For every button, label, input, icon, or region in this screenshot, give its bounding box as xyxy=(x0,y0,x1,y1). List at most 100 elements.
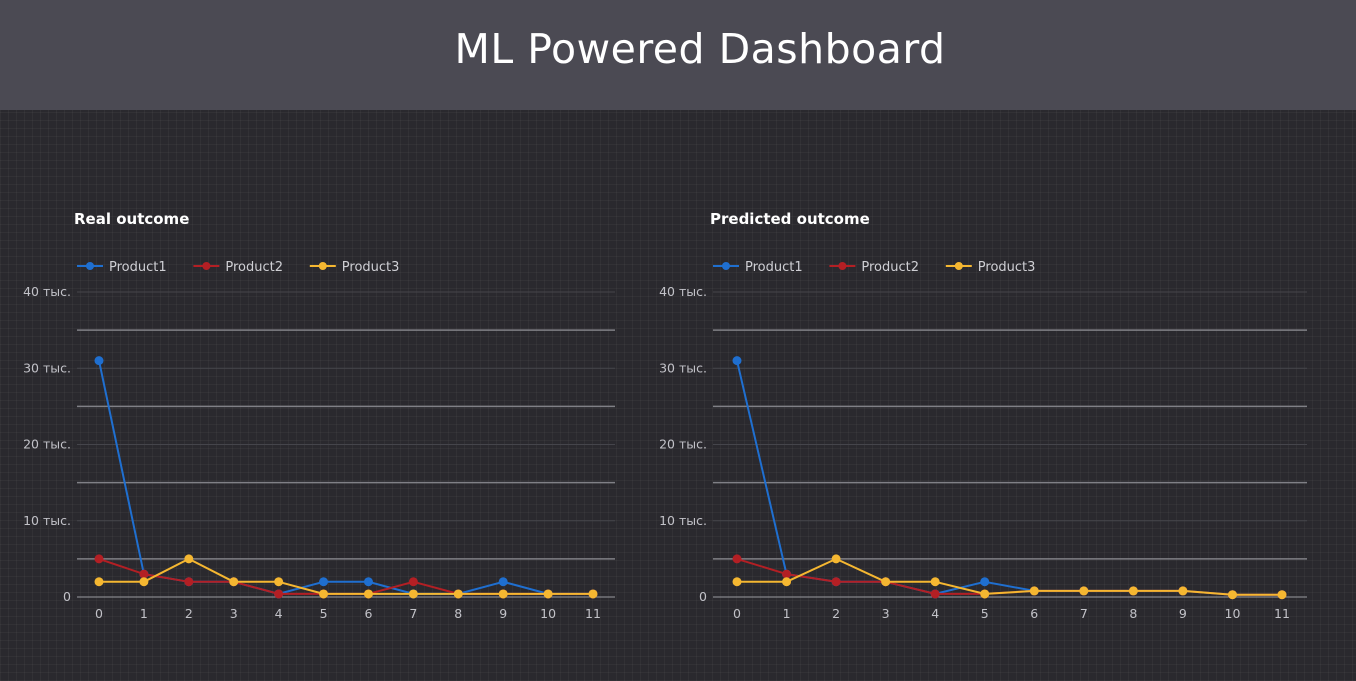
legend-label: Product3 xyxy=(342,260,400,275)
x-tick-label: 3 xyxy=(230,606,238,621)
x-tick-label: 2 xyxy=(832,606,840,621)
data-point-product2[interactable] xyxy=(408,577,418,587)
data-point-product3[interactable] xyxy=(1178,586,1188,596)
data-point-product2[interactable] xyxy=(732,554,742,564)
data-point-product3[interactable] xyxy=(980,589,990,599)
data-point-product3[interactable] xyxy=(1277,590,1287,600)
y-tick-label: 10 тыс. xyxy=(23,513,71,528)
data-point-product3[interactable] xyxy=(453,589,463,599)
legend-marker xyxy=(838,262,847,270)
data-point-product3[interactable] xyxy=(139,577,149,587)
legend-label: Product1 xyxy=(109,260,167,275)
data-point-product2[interactable] xyxy=(930,589,940,599)
data-point-product2[interactable] xyxy=(831,577,841,587)
x-tick-label: 4 xyxy=(931,606,939,621)
legend-item-product1[interactable]: Product1 xyxy=(713,260,803,275)
legend-marker xyxy=(86,262,94,270)
x-tick-label: 9 xyxy=(499,606,507,621)
data-point-product2[interactable] xyxy=(94,554,104,564)
legend-item-product3[interactable]: Product3 xyxy=(309,260,400,275)
data-point-product3[interactable] xyxy=(831,554,841,564)
data-point-product1[interactable] xyxy=(319,577,329,587)
data-point-product3[interactable] xyxy=(1128,586,1138,596)
legend-marker xyxy=(954,262,963,270)
legend-item-product2[interactable]: Product2 xyxy=(829,260,919,275)
x-tick-label: 3 xyxy=(882,606,890,621)
data-point-product3[interactable] xyxy=(1227,590,1237,600)
x-tick-label: 1 xyxy=(140,606,148,621)
y-tick-label: 20 тыс. xyxy=(659,437,707,452)
x-tick-label: 9 xyxy=(1179,606,1187,621)
data-point-product3[interactable] xyxy=(363,589,373,599)
data-point-product3[interactable] xyxy=(1079,586,1089,596)
y-tick-label: 0 xyxy=(63,589,71,604)
x-tick-label: 2 xyxy=(185,606,193,621)
x-tick-label: 6 xyxy=(1030,606,1038,621)
data-point-product3[interactable] xyxy=(94,577,104,587)
legend-label: Product3 xyxy=(978,260,1036,275)
x-tick-label: 7 xyxy=(1080,606,1088,621)
legend-marker xyxy=(722,262,730,270)
data-point-product3[interactable] xyxy=(930,577,940,587)
real-outcome-chart: Real outcome Product1 Product2 Product3 0 10 … xyxy=(23,210,615,621)
legend-item-product2[interactable]: Product2 xyxy=(193,260,283,275)
x-tick-label: 10 xyxy=(540,606,556,621)
data-point-product3[interactable] xyxy=(732,577,742,587)
data-point-product3[interactable] xyxy=(543,589,553,599)
data-point-product3[interactable] xyxy=(881,577,891,587)
x-tick-label: 11 xyxy=(585,606,601,621)
data-point-product2[interactable] xyxy=(184,577,194,587)
series-line-product3 xyxy=(99,557,593,595)
data-point-product1[interactable] xyxy=(498,577,508,587)
legend-label: Product2 xyxy=(861,260,919,275)
legend-item-product1[interactable]: Product1 xyxy=(77,260,167,275)
data-point-product3[interactable] xyxy=(498,589,508,599)
chart-title: Predicted outcome xyxy=(710,210,870,228)
data-point-product3[interactable] xyxy=(274,577,284,587)
legend-marker xyxy=(318,262,327,270)
data-point-product3[interactable] xyxy=(588,589,598,599)
real-outcome-panel: Real outcome Product1 Product2 Product3 0 10 … xyxy=(0,200,660,640)
data-point-product1[interactable] xyxy=(980,577,990,587)
data-point-product2[interactable] xyxy=(782,569,792,579)
data-point-product3[interactable] xyxy=(408,589,418,599)
x-tick-label: 10 xyxy=(1225,606,1241,621)
legend-marker xyxy=(202,262,211,270)
x-tick-label: 11 xyxy=(1274,606,1290,621)
y-tick-label: 0 xyxy=(699,589,707,604)
data-point-product3[interactable] xyxy=(229,577,239,587)
predicted-outcome-panel: Predicted outcome Product1 Product2 Product… xyxy=(636,200,1307,640)
y-tick-label: 30 тыс. xyxy=(659,360,707,375)
data-point-product2[interactable] xyxy=(139,569,149,579)
legend-label: Product1 xyxy=(745,260,803,275)
data-point-product3[interactable] xyxy=(782,577,792,587)
data-point-product1[interactable] xyxy=(363,577,373,587)
page-title: ML Powered Dashboard xyxy=(454,25,946,73)
chart-title: Real outcome xyxy=(74,210,189,228)
data-point-product3[interactable] xyxy=(184,554,194,564)
y-tick-label: 30 тыс. xyxy=(23,360,71,375)
x-tick-label: 7 xyxy=(409,606,417,621)
x-tick-label: 0 xyxy=(733,606,741,621)
data-point-product1[interactable] xyxy=(94,356,104,366)
x-tick-label: 5 xyxy=(981,606,989,621)
series-line-product3 xyxy=(737,557,1282,596)
y-tick-label: 10 тыс. xyxy=(659,513,707,528)
x-tick-label: 4 xyxy=(275,606,283,621)
series-line-product2 xyxy=(736,557,1282,596)
y-tick-label: 40 тыс. xyxy=(23,284,71,299)
predicted-outcome-chart: Predicted outcome Product1 Product2 Product… xyxy=(659,210,1307,621)
x-tick-label: 6 xyxy=(364,606,372,621)
legend-item-product3[interactable]: Product3 xyxy=(945,260,1036,275)
series-line-product1 xyxy=(736,360,1282,596)
x-tick-label: 1 xyxy=(783,606,791,621)
x-tick-label: 8 xyxy=(1129,606,1137,621)
data-point-product1[interactable] xyxy=(732,356,742,366)
data-point-product2[interactable] xyxy=(274,589,284,599)
x-tick-label: 5 xyxy=(320,606,328,621)
x-tick-label: 8 xyxy=(454,606,462,621)
data-point-product3[interactable] xyxy=(1029,586,1039,596)
y-tick-label: 20 тыс. xyxy=(23,437,71,452)
dashboard-header: ML Powered Dashboard xyxy=(0,0,1356,110)
data-point-product3[interactable] xyxy=(319,589,329,599)
